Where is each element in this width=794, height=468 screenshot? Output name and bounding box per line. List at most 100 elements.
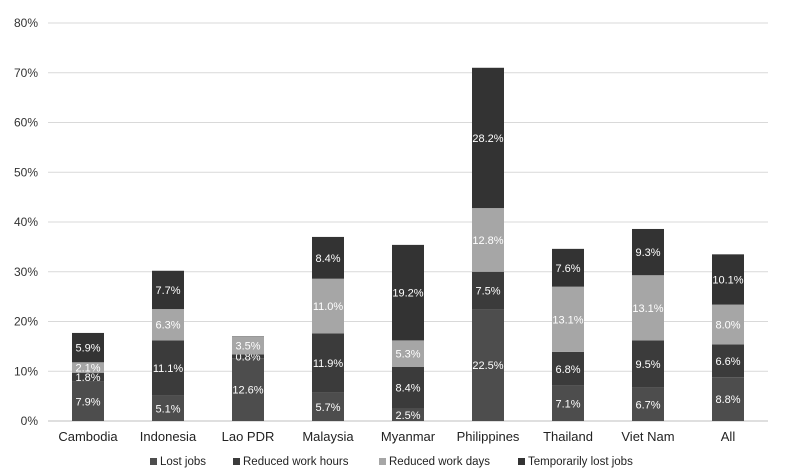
bar-segment xyxy=(152,309,184,341)
data-label: 7.5% xyxy=(475,285,500,297)
legend-swatch xyxy=(518,458,525,465)
data-label: 8.0% xyxy=(715,319,740,331)
data-label: 13.1% xyxy=(632,303,663,315)
data-label: 6.7% xyxy=(635,399,660,411)
bar-segment xyxy=(72,372,104,382)
bar-segment xyxy=(72,381,104,421)
x-tick-label: Indonesia xyxy=(140,429,197,444)
data-label: 10.1% xyxy=(712,274,743,286)
bar-segment xyxy=(632,275,664,341)
data-label: 5.9% xyxy=(75,343,100,355)
x-tick-label: Malaysia xyxy=(302,429,354,444)
data-label: 22.5% xyxy=(472,360,503,372)
y-tick-label: 80% xyxy=(14,16,38,30)
bar-segment xyxy=(712,377,744,421)
legend-label: Temporarily lost jobs xyxy=(528,456,633,468)
data-label: 7.7% xyxy=(155,285,180,297)
data-label: 11.0% xyxy=(313,301,344,313)
legend-swatch xyxy=(150,458,157,465)
data-label: 1.8% xyxy=(75,372,100,384)
bar-segment xyxy=(552,248,584,287)
data-label: 28.2% xyxy=(472,133,503,145)
bar-segment xyxy=(312,333,344,393)
bar-segment xyxy=(232,354,264,359)
data-label: 8.8% xyxy=(715,394,740,406)
data-label: 13.1% xyxy=(552,314,583,326)
bar-segment xyxy=(632,340,664,388)
bar-segment xyxy=(552,385,584,421)
y-tick-label: 20% xyxy=(14,315,38,329)
data-label: 7.1% xyxy=(555,398,580,410)
bar-segment xyxy=(312,236,344,279)
data-label: 11.9% xyxy=(313,358,344,370)
y-tick-label: 40% xyxy=(14,215,38,229)
y-tick-label: 0% xyxy=(21,414,39,428)
bar-segment xyxy=(392,244,424,341)
bar-segment xyxy=(392,366,424,409)
legend-label: Lost jobs xyxy=(160,456,206,468)
data-label: 3.5% xyxy=(235,341,260,353)
data-label: 5.7% xyxy=(315,402,340,414)
y-axis-ticks: 0% 10% 20% 30% 40% 50% 60% 70% 80% xyxy=(14,16,38,428)
bar-segment xyxy=(472,67,504,209)
bar-segment xyxy=(312,278,344,334)
legend-label: Reduced work hours xyxy=(243,456,349,468)
bar-segment xyxy=(312,392,344,421)
data-label: 12.6% xyxy=(232,385,263,397)
data-label: 9.3% xyxy=(635,247,660,259)
bar-segment xyxy=(472,271,504,310)
x-tick-label: Myanmar xyxy=(381,429,436,444)
legend-swatch xyxy=(233,458,240,465)
y-tick-label: 70% xyxy=(14,66,38,80)
data-label: 2.5% xyxy=(395,410,420,422)
bar-segment xyxy=(72,362,104,373)
x-tick-label: Cambodia xyxy=(58,429,118,444)
bar-segment xyxy=(472,309,504,421)
bar-segment xyxy=(712,344,744,378)
x-axis-categories: Cambodia Indonesia Lao PDR Malaysia Myanmar P… xyxy=(58,429,735,444)
bar-segment xyxy=(632,228,664,276)
bar-segment xyxy=(712,254,744,305)
data-label: 8.4% xyxy=(395,383,420,395)
legend-label: Reduced work days xyxy=(389,456,490,468)
data-label: 6.6% xyxy=(715,356,740,368)
x-tick-label: Thailand xyxy=(543,429,593,444)
bar-segment xyxy=(152,395,184,421)
bar-segment xyxy=(392,408,424,421)
bar-segment xyxy=(152,270,184,310)
data-label: 8.4% xyxy=(315,253,340,265)
data-label: 19.2% xyxy=(392,288,423,300)
legend: Lost jobs Reduced work hours Reduced work … xyxy=(150,456,633,468)
x-tick-label: Lao PDR xyxy=(222,429,275,444)
bar-segment xyxy=(552,286,584,352)
y-tick-label: 60% xyxy=(14,116,38,130)
legend-swatch xyxy=(379,458,386,465)
bars: 7.9%1.8%2.1%5.9%5.1%11.1%6.3%7.7%12.6%0.… xyxy=(72,67,744,422)
bar-segment xyxy=(152,340,184,396)
data-label: 12.8% xyxy=(472,235,503,247)
data-label: 7.6% xyxy=(555,263,580,275)
data-label: 6.3% xyxy=(155,320,180,332)
x-tick-label: All xyxy=(721,429,736,444)
y-tick-label: 50% xyxy=(14,165,38,179)
bar-segment xyxy=(72,332,104,363)
data-label: 6.8% xyxy=(555,364,580,376)
data-label: 7.9% xyxy=(75,396,100,408)
y-tick-label: 10% xyxy=(14,364,38,378)
bar-segment xyxy=(232,336,264,355)
bar-segment xyxy=(232,358,264,421)
bar-segment xyxy=(712,304,744,345)
bar-segment xyxy=(392,340,424,367)
data-label: 2.1% xyxy=(75,363,100,375)
bar-segment xyxy=(472,208,504,272)
data-label: 5.1% xyxy=(155,403,180,415)
bar-segment xyxy=(552,351,584,386)
x-tick-label: Viet Nam xyxy=(621,429,674,444)
data-label: 11.1% xyxy=(153,363,184,375)
x-tick-label: Philippines xyxy=(457,429,520,444)
y-tick-label: 30% xyxy=(14,265,38,279)
data-label: 9.5% xyxy=(635,359,660,371)
data-label: 5.3% xyxy=(395,349,420,361)
bar-segment xyxy=(632,387,664,421)
